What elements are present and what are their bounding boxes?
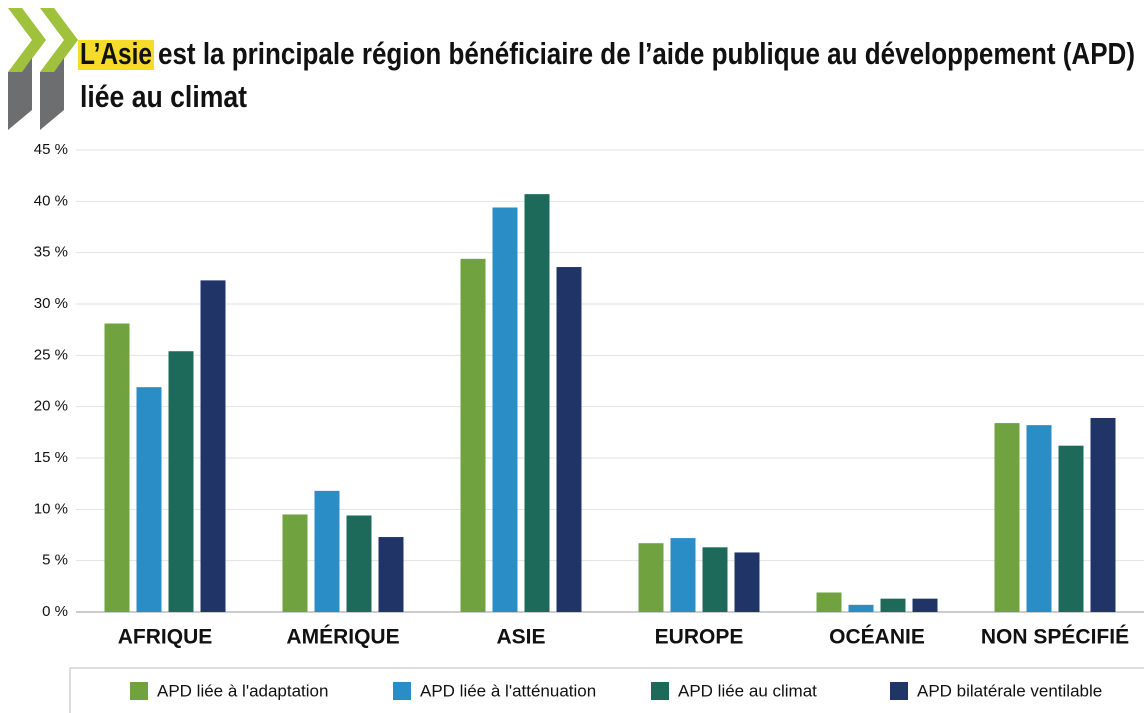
bar — [816, 592, 842, 612]
x-tick-label: AMÉRIQUE — [286, 626, 399, 649]
legend-label: APD liée à l'atténuation — [420, 681, 596, 700]
legend-label: APD bilatérale ventilable — [917, 681, 1102, 700]
legend-label: APD liée au climat — [678, 681, 817, 700]
y-tick-label: 45 % — [34, 141, 68, 158]
y-tick-label: 40 % — [34, 192, 68, 209]
bar — [314, 490, 340, 612]
y-tick-label: 10 % — [34, 500, 68, 517]
chart-title: liée au climat — [80, 79, 247, 114]
x-tick-label: NON SPÉCIFIÉ — [981, 626, 1129, 649]
bar — [282, 514, 308, 612]
chart-title: L’Asie — [80, 36, 152, 71]
bar — [200, 280, 226, 612]
y-tick-label: 15 % — [34, 449, 68, 466]
bar — [378, 537, 404, 612]
bar — [492, 207, 518, 612]
bar — [346, 515, 372, 612]
y-tick-label: 0 % — [42, 603, 68, 620]
bar — [848, 604, 874, 612]
legend-swatch — [651, 682, 669, 700]
y-tick-label: 25 % — [34, 346, 68, 363]
bar — [670, 538, 696, 612]
legend-swatch — [130, 682, 148, 700]
bar — [1090, 417, 1116, 612]
legend-swatch — [393, 682, 411, 700]
bar — [1026, 425, 1052, 612]
y-tick-label: 5 % — [42, 552, 68, 569]
chart-title: est la principale région bénéficiaire de… — [158, 36, 1135, 71]
legend-label: APD liée à l'adaptation — [157, 681, 328, 700]
bar — [136, 387, 162, 612]
y-tick-label: 20 % — [34, 398, 68, 415]
bar — [460, 258, 486, 612]
bar — [702, 547, 728, 612]
logo — [8, 8, 78, 130]
bar — [1058, 445, 1084, 612]
bar — [912, 598, 938, 612]
x-tick-label: AFRIQUE — [118, 626, 213, 649]
x-tick-label: ASIE — [496, 626, 545, 649]
bar — [734, 552, 760, 612]
bar — [168, 351, 194, 612]
x-tick-label: EUROPE — [655, 626, 744, 649]
y-tick-label: 30 % — [34, 295, 68, 312]
bar — [104, 323, 130, 612]
legend-box — [69, 667, 1144, 713]
title-highlight — [78, 40, 154, 70]
bar — [994, 423, 1020, 612]
bar — [638, 543, 664, 612]
legend-swatch — [890, 682, 908, 700]
x-tick-label: OCÉANIE — [829, 626, 925, 649]
y-tick-label: 35 % — [34, 244, 68, 261]
bar — [556, 267, 582, 612]
bar — [524, 194, 550, 612]
bar — [880, 598, 906, 612]
